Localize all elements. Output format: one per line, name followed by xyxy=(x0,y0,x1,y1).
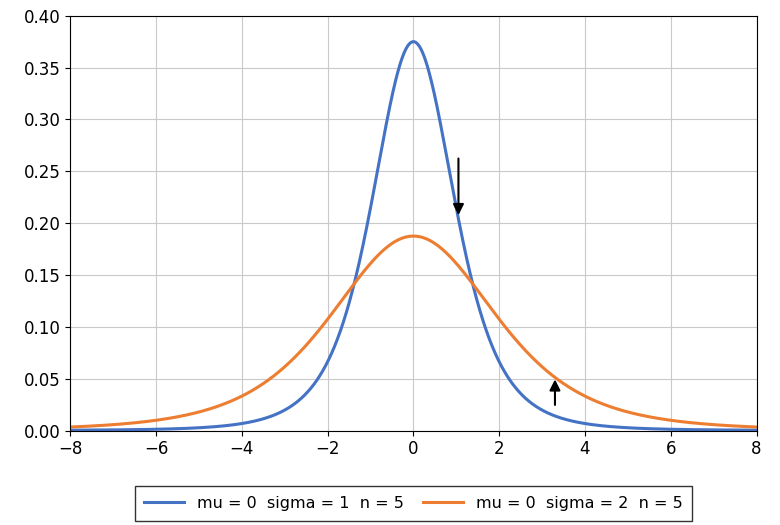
Legend: mu = 0  sigma = 1  n = 5, mu = 0  sigma = 2  n = 5: mu = 0 sigma = 1 n = 5, mu = 0 sigma = 2… xyxy=(135,486,692,521)
mu = 0  sigma = 1  n = 5 xyxy=(144,426,153,433)
mu = 0  sigma = 1  n = 5 xyxy=(185,425,194,432)
mu = 0  sigma = 2  n = 5 xyxy=(328,308,338,314)
mu = 0  sigma = 1  n = 5 xyxy=(328,346,338,352)
mu = 0  sigma = 1  n = 5 xyxy=(739,427,748,433)
mu = 0  sigma = 2  n = 5 xyxy=(739,423,748,429)
mu = 0  sigma = 1  n = 5 xyxy=(665,426,674,433)
mu = 0  sigma = 2  n = 5 xyxy=(66,424,75,430)
mu = 0  sigma = 2  n = 5 xyxy=(752,424,761,430)
Line: mu = 0  sigma = 2  n = 5: mu = 0 sigma = 2 n = 5 xyxy=(70,236,757,427)
mu = 0  sigma = 1  n = 5 xyxy=(359,242,368,248)
mu = 0  sigma = 2  n = 5 xyxy=(359,269,368,276)
mu = 0  sigma = 2  n = 5 xyxy=(665,417,674,423)
mu = 0  sigma = 2  n = 5 xyxy=(185,411,194,417)
mu = 0  sigma = 2  n = 5 xyxy=(409,233,418,239)
mu = 0  sigma = 1  n = 5 xyxy=(409,38,418,45)
mu = 0  sigma = 1  n = 5 xyxy=(752,427,761,433)
mu = 0  sigma = 2  n = 5 xyxy=(144,418,153,424)
mu = 0  sigma = 1  n = 5 xyxy=(66,427,75,433)
Line: mu = 0  sigma = 1  n = 5: mu = 0 sigma = 1 n = 5 xyxy=(70,41,757,430)
